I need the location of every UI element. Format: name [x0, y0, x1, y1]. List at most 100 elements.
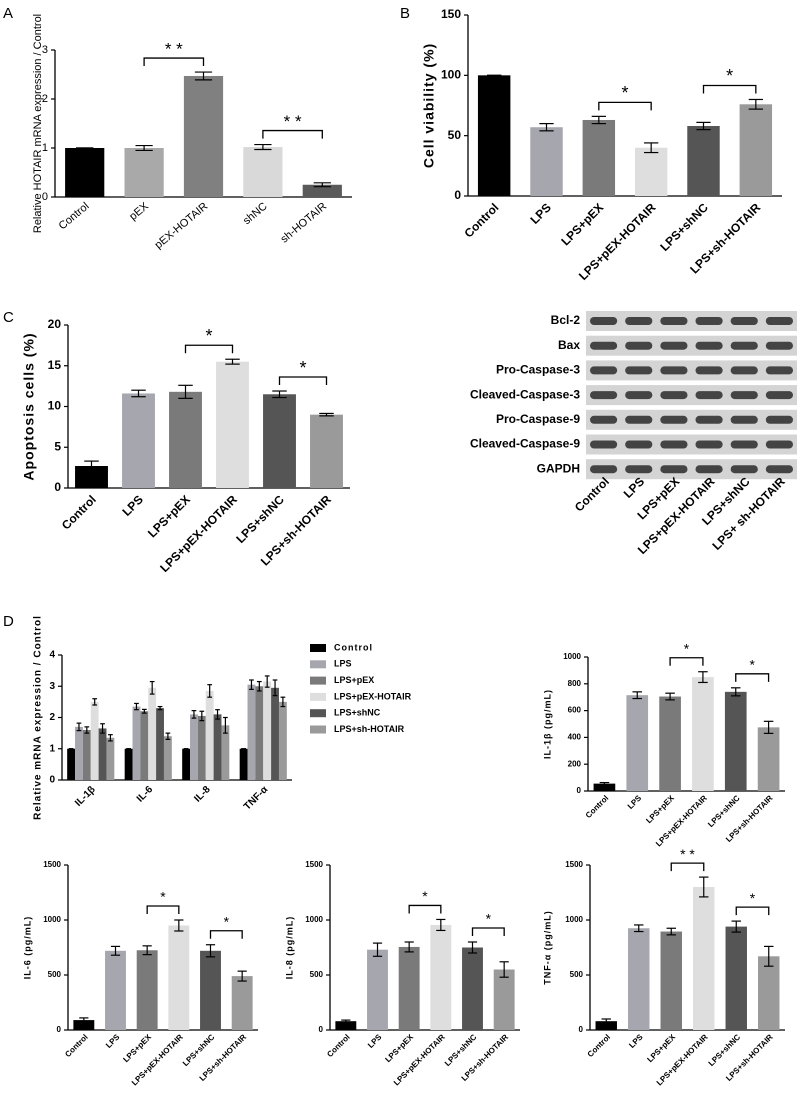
significance-label: * [621, 83, 628, 103]
y-tick-label: 1500 [305, 860, 323, 869]
blot-band [765, 391, 793, 400]
legend-label: Control [334, 642, 373, 652]
x-tick-label: LPS [366, 1032, 384, 1050]
y-tick-label: 200 [568, 759, 582, 768]
bar [122, 393, 155, 488]
blot-band [765, 415, 793, 424]
x-tick-label: sh-HOTAIR [278, 200, 329, 245]
bar [75, 726, 83, 780]
x-tick-label: Control [584, 794, 610, 820]
x-tick-label: LPS+pEX [383, 1032, 415, 1064]
bar [73, 1020, 95, 1030]
significance-label: * [224, 913, 230, 929]
panel-label: B [400, 5, 410, 22]
blot-row-label: Bax [558, 338, 580, 352]
bar [367, 949, 388, 1030]
y-tick-label: 1000 [565, 915, 583, 924]
y-tick-label: 1500 [565, 860, 583, 869]
bar [430, 924, 452, 1030]
significance-label: * [726, 66, 733, 86]
bar [582, 119, 616, 196]
blot-band [730, 440, 758, 449]
bar [263, 681, 272, 780]
blot-band [590, 465, 618, 474]
blot-strip [586, 409, 797, 430]
bar [169, 391, 202, 488]
legend-swatch [310, 692, 326, 701]
y-tick-label: 500 [48, 970, 62, 979]
bar [200, 950, 221, 1030]
legend-swatch [310, 660, 326, 669]
y-tick-label: 1000 [563, 652, 581, 661]
significance-label: * [750, 890, 756, 906]
legend-swatch [310, 644, 326, 652]
x-tick-label: LPS [626, 793, 644, 811]
bar [183, 75, 224, 197]
bar [757, 727, 780, 791]
y-axis-title: IL-8 (pg/mL) [284, 916, 294, 980]
blot-band [590, 366, 618, 375]
y-tick-label: 0 [454, 188, 461, 202]
x-tick-label: Control [461, 200, 501, 240]
y-tick-label: 0 [42, 191, 48, 203]
blot-band [695, 366, 723, 375]
x-tick-label: Control [325, 1033, 351, 1059]
blot-band [660, 415, 688, 424]
bar [243, 147, 283, 197]
bar [106, 737, 115, 780]
blot-band [730, 465, 758, 474]
y-axis-title: Cell viability (%) [421, 43, 437, 168]
blot-band [660, 366, 688, 375]
blot-band [695, 341, 723, 350]
blot-band [625, 317, 653, 325]
significance-bracket [408, 904, 442, 914]
significance-bracket [670, 862, 705, 872]
blot-band [695, 465, 723, 474]
y-tick-label: 0 [319, 1025, 324, 1034]
blot-band [625, 366, 653, 375]
bar [692, 677, 714, 791]
blot-strip [586, 335, 797, 356]
blot-row-label: GAPDH [537, 461, 580, 475]
y-tick-label: 20 [48, 317, 62, 331]
significance-label: * [205, 326, 212, 346]
y-axis-title: IL-1β (pg/mL) [542, 689, 552, 759]
y-axis-title: Relative mRNA expression / Control [33, 615, 44, 820]
y-tick-label: 150 [441, 7, 461, 21]
blot-band [765, 440, 793, 449]
significance-bracket [278, 376, 328, 386]
bar [398, 946, 420, 1030]
y-tick-label: 2 [49, 712, 55, 723]
bar [271, 687, 279, 780]
y-tick-label: 1500 [43, 860, 61, 869]
legend-swatch [310, 709, 326, 718]
x-tick-label: shNC [241, 200, 270, 227]
blot-band [695, 391, 723, 400]
blot-strip [586, 434, 797, 455]
blot-band [625, 391, 653, 400]
x-tick-label: LPS+pEX [145, 492, 193, 540]
blot-band [625, 415, 653, 424]
y-tick-label: 0 [579, 1025, 584, 1034]
blot-band [730, 317, 758, 325]
significance-bracket [735, 906, 770, 916]
x-tick-label: IL-8 [192, 784, 213, 805]
x-tick-label: LPS [527, 200, 553, 226]
blot-band [660, 317, 688, 325]
bar [132, 706, 141, 780]
blot-row-label: Pro-Caspase-9 [496, 412, 580, 426]
y-tick-label: 800 [568, 679, 582, 688]
bar [148, 687, 157, 780]
x-tick-label: LPS [119, 492, 145, 518]
blot-band [730, 415, 758, 424]
blot-band [590, 415, 618, 424]
y-tick-label: 4 [49, 650, 55, 661]
bar [136, 950, 158, 1030]
bar [231, 976, 253, 1030]
bar [124, 148, 164, 197]
blot-band [765, 366, 793, 375]
y-axis-title: Apoptosis cells (%) [21, 332, 37, 480]
significance-label: * [160, 889, 166, 905]
bar [82, 730, 91, 780]
panel-label: A [3, 5, 13, 22]
